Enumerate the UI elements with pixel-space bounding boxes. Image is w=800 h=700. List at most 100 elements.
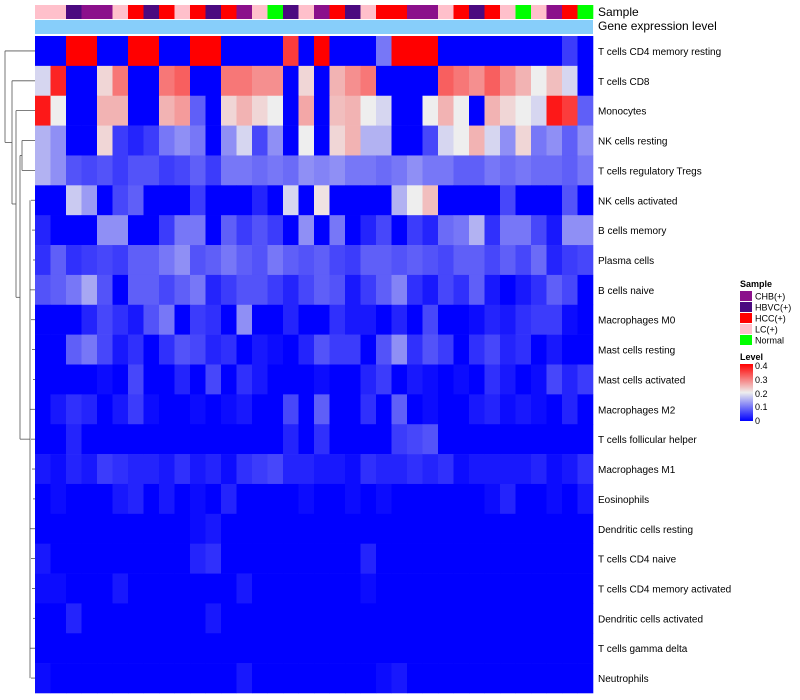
heatmap-cell xyxy=(422,36,439,67)
heatmap-cell xyxy=(35,394,51,425)
heatmap-cell xyxy=(112,633,129,664)
heatmap-cell xyxy=(500,573,516,604)
heatmap-cell xyxy=(298,274,315,306)
heatmap-cell xyxy=(66,125,82,156)
heatmap-cell xyxy=(35,95,51,126)
heatmap-cell xyxy=(174,185,191,216)
heatmap-cell xyxy=(469,364,485,395)
heatmap-cell xyxy=(50,274,67,306)
heatmap-cell xyxy=(50,125,67,156)
heatmap-cell xyxy=(143,334,160,365)
sample-annotation-label: Sample xyxy=(598,5,639,19)
heatmap-cell xyxy=(236,36,253,67)
heatmap-cell xyxy=(221,304,237,335)
heatmap-cell xyxy=(174,245,191,276)
heatmap-cell xyxy=(128,155,144,186)
heatmap-cell xyxy=(128,185,144,216)
heatmap-cell xyxy=(438,573,454,604)
heatmap-cell xyxy=(221,394,237,425)
heatmap-cell xyxy=(174,364,191,395)
heatmap-cell xyxy=(97,155,113,186)
heatmap-cell xyxy=(298,95,315,126)
heatmap-cell xyxy=(143,245,160,276)
heatmap-cell xyxy=(112,663,129,694)
heatmap-cell xyxy=(66,663,82,694)
heatmap-cell xyxy=(360,633,377,664)
heatmap-cell xyxy=(205,483,222,515)
heatmap-cell xyxy=(407,483,423,515)
heatmap-cell xyxy=(143,185,160,216)
heatmap-cell xyxy=(66,334,82,365)
sample-annotation-cell xyxy=(159,5,175,19)
heatmap-cell xyxy=(128,215,144,246)
heatmap-cell xyxy=(174,394,191,425)
heatmap-cell xyxy=(159,424,175,455)
legend-level-tick: 0.1 xyxy=(755,402,768,412)
heatmap-cell xyxy=(252,424,268,455)
heatmap-cell xyxy=(81,513,98,544)
heatmap-cell xyxy=(81,603,98,634)
heatmap-cell xyxy=(97,334,113,365)
heatmap-cell xyxy=(143,394,160,425)
heatmap-cell xyxy=(81,95,98,126)
heatmap-cell xyxy=(438,274,454,306)
heatmap-cell xyxy=(531,543,547,574)
heatmap-cell xyxy=(66,633,82,664)
heatmap-cell xyxy=(97,633,113,664)
sample-annotation-cell xyxy=(205,5,222,19)
heatmap-cell xyxy=(128,125,144,156)
heatmap-cell xyxy=(143,543,160,574)
heatmap-cell xyxy=(376,573,392,604)
heatmap-cell xyxy=(143,603,160,634)
heatmap-cell xyxy=(112,65,129,97)
heatmap-cell xyxy=(360,65,377,97)
sample-annotation-cell xyxy=(81,5,98,19)
heatmap-cell xyxy=(500,663,516,694)
heatmap-cell xyxy=(221,364,237,395)
heatmap-cell xyxy=(143,364,160,395)
heatmap-cell xyxy=(422,215,439,246)
legend: Sample CHB(+)HBVC(+)HCC(+)LC(+)Normal Le… xyxy=(740,279,791,426)
sample-annotation-cell xyxy=(298,5,315,19)
heatmap-cell xyxy=(438,513,454,544)
heatmap-cell xyxy=(515,95,532,126)
heatmap-cell xyxy=(577,364,594,395)
heatmap-cell xyxy=(438,155,454,186)
row-label: Neutrophils xyxy=(598,674,649,685)
heatmap-cell xyxy=(81,155,98,186)
heatmap-cell xyxy=(469,65,485,97)
heatmap-cell xyxy=(190,125,206,156)
heatmap-cell xyxy=(391,65,408,97)
heatmap-cell xyxy=(469,245,485,276)
heatmap-cell xyxy=(35,573,51,604)
heatmap-cell xyxy=(546,543,563,574)
heatmap-cell xyxy=(205,304,222,335)
heatmap-cell xyxy=(81,36,98,67)
heatmap-cell xyxy=(97,125,113,156)
heatmap-cell xyxy=(112,364,129,395)
heatmap-cell xyxy=(221,185,237,216)
heatmap-cell xyxy=(221,65,237,97)
heatmap-cell xyxy=(112,155,129,186)
heatmap-cell xyxy=(35,215,51,246)
heatmap-cell xyxy=(236,603,253,634)
heatmap-cell xyxy=(143,304,160,335)
heatmap-cell xyxy=(546,603,563,634)
heatmap-cells xyxy=(35,36,594,694)
heatmap-cell xyxy=(283,65,299,97)
heatmap-cell xyxy=(391,603,408,634)
heatmap-cell xyxy=(97,36,113,67)
heatmap-cell xyxy=(174,125,191,156)
heatmap-cell xyxy=(562,65,578,97)
heatmap-cell xyxy=(174,304,191,335)
heatmap-cell xyxy=(453,245,470,276)
heatmap-cell xyxy=(298,215,315,246)
heatmap-cell xyxy=(174,663,191,694)
heatmap-cell xyxy=(174,65,191,97)
heatmap-cell xyxy=(345,454,361,485)
heatmap-cell xyxy=(391,304,408,335)
heatmap-cell xyxy=(391,513,408,544)
heatmap-cell xyxy=(376,633,392,664)
heatmap-cell xyxy=(345,274,361,306)
heatmap-cell xyxy=(484,603,501,634)
